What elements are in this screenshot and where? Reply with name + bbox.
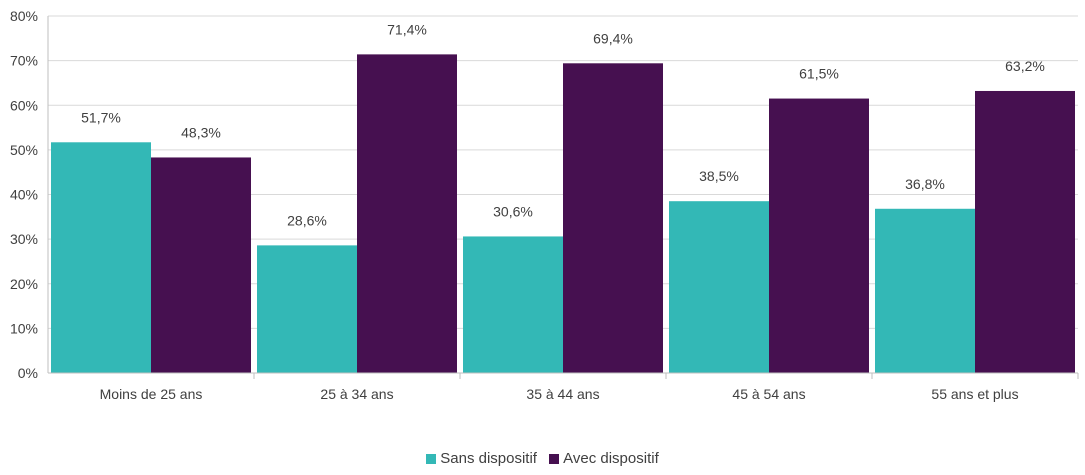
- data-label: 71,4%: [387, 21, 427, 37]
- x-tick-label: 45 à 54 ans: [732, 386, 805, 402]
- y-tick-label: 70%: [10, 53, 38, 69]
- y-tick-label: 60%: [10, 97, 38, 113]
- data-labels: 51,7% 48,3% 28,6% 71,4% 30,6% 69,4% 38,5% 61,5%…: [81, 21, 1045, 228]
- bar: [257, 245, 357, 373]
- data-label: 48,3%: [181, 124, 221, 140]
- y-tick-label: 30%: [10, 231, 38, 247]
- data-label: 51,7%: [81, 109, 121, 125]
- bar: [563, 63, 663, 374]
- data-label: 38,5%: [699, 168, 739, 184]
- data-label: 63,2%: [1005, 58, 1045, 74]
- legend: Sans dispositif Avec dispositif: [0, 450, 1085, 468]
- bar: [975, 90, 1075, 373]
- data-label: 69,4%: [593, 30, 633, 46]
- bar: [51, 142, 151, 373]
- y-tick-label: 0%: [18, 365, 38, 381]
- bar: [357, 54, 457, 373]
- legend-item-avec-dispositif: Avec dispositif: [549, 450, 659, 467]
- bar: [769, 98, 869, 374]
- y-tick-label: 80%: [10, 8, 38, 24]
- y-tick-label: 10%: [10, 320, 38, 336]
- bar: [875, 208, 975, 373]
- x-tick-label: 25 à 34 ans: [320, 386, 393, 402]
- bar: [669, 201, 769, 373]
- data-label: 30,6%: [493, 203, 533, 219]
- legend-swatch-avec-dispositif: [549, 453, 560, 464]
- bar: [463, 236, 563, 373]
- data-label: 28,6%: [287, 212, 327, 228]
- x-tick-label: 35 à 44 ans: [526, 386, 599, 402]
- y-tick-label: 20%: [10, 276, 38, 292]
- bar: [151, 157, 251, 373]
- x-tick-label: Moins de 25 ans: [100, 386, 203, 402]
- data-label: 36,8%: [905, 176, 945, 192]
- y-tick-label: 40%: [10, 187, 38, 203]
- y-tick-label: 50%: [10, 142, 38, 158]
- data-label: 61,5%: [799, 66, 839, 82]
- y-axis: 0% 10% 20% 30% 40% 50% 60% 70% 80%: [10, 8, 49, 381]
- legend-item-sans-dispositif: Sans dispositif: [426, 450, 537, 467]
- bar-chart: 0% 10% 20% 30% 40% 50% 60% 70% 80% 51,7% 48,3% 28,…: [10, 8, 1079, 402]
- legend-label-avec-dispositif: Avec dispositif: [563, 450, 659, 467]
- x-tick-label: 55 ans et plus: [931, 386, 1018, 402]
- x-axis: Moins de 25 ans 25 à 34 ans 35 à 44 ans 45 …: [48, 372, 1079, 402]
- legend-swatch-sans-dispositif: [426, 453, 437, 464]
- legend-label-sans-dispositif: Sans dispositif: [440, 450, 537, 467]
- bars: [51, 54, 1075, 374]
